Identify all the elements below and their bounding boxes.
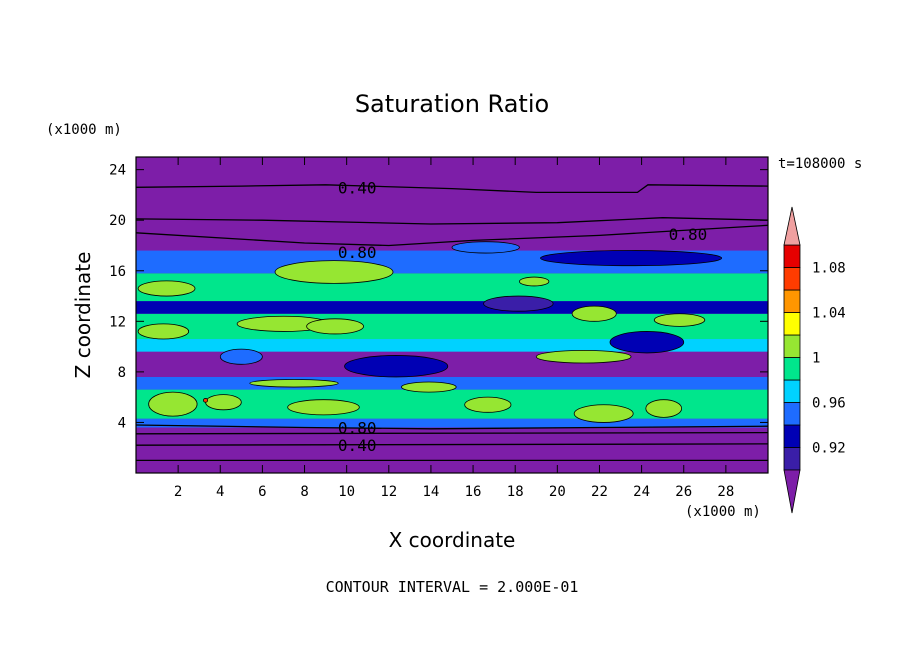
colorbar: 0.92 0.96 1 1.04 1.08 (783, 206, 846, 514)
contour-label-1: 0.80 (669, 225, 708, 244)
colorbar-box-5 (783, 334, 801, 358)
patch-7 (401, 381, 457, 393)
plot-frame (135, 156, 769, 474)
x-tick-label-10: 10 (338, 484, 355, 500)
colorbar-box-8 (783, 267, 801, 291)
x-tick-label-4: 4 (216, 484, 224, 500)
patch-3 (464, 396, 512, 413)
colorbar-box-7 (783, 289, 801, 313)
contour-line-3 (136, 424, 768, 430)
patch-6 (249, 379, 339, 388)
y-tick-label-24: 24 (109, 163, 126, 179)
contour-labels: 0.400.800.800.800.40 (338, 178, 707, 455)
patch-15 (519, 276, 550, 287)
contour-label-4: 0.40 (338, 436, 377, 455)
y-tick-label-16: 16 (109, 264, 126, 280)
patch-11 (571, 305, 617, 322)
x-axis-label: X coordinate (389, 528, 516, 552)
patch-22 (219, 348, 263, 365)
contour-line-1 (136, 224, 768, 247)
contour-interval-note: CONTOUR INTERVAL = 2.000E-01 (326, 578, 579, 596)
contour-label-3: 0.80 (338, 418, 377, 437)
patch-4 (573, 404, 634, 423)
band-10 (136, 157, 768, 251)
x-axis: 2 4 6 8 10 12 14 16 18 20 22 24 26 28 (174, 157, 734, 500)
contour-lines (136, 184, 768, 462)
chart-title: Saturation Ratio (355, 90, 549, 118)
colorbar-box-2 (783, 402, 801, 426)
patch-17 (344, 355, 449, 378)
x-tick-label-26: 26 (675, 484, 692, 500)
band-0 (136, 427, 768, 473)
colorbar-box-3 (783, 379, 801, 403)
time-label: t=108000 s (778, 156, 862, 172)
patch-10 (306, 318, 364, 335)
colorbar-over-triangle (783, 206, 801, 246)
y-tick-label-20: 20 (109, 213, 126, 229)
y-tick-label-12: 12 (109, 314, 126, 330)
x-tick-label-16: 16 (465, 484, 482, 500)
patch-23 (203, 398, 209, 403)
contour-line-2 (136, 217, 768, 225)
x-tick-label-18: 18 (507, 484, 524, 500)
patch-12 (653, 313, 706, 327)
x-tick-label-24: 24 (633, 484, 650, 500)
patch-5 (645, 399, 683, 418)
contour-line-4 (136, 431, 768, 435)
patch-8 (137, 323, 190, 340)
band-1 (136, 418, 768, 428)
y-axis-label: Z coordinate (71, 252, 95, 379)
patch-0 (148, 391, 198, 417)
colorbar-box-4 (783, 357, 801, 381)
patch-20 (540, 250, 723, 267)
colorbar-box-9 (783, 244, 801, 268)
colorbar-label-1: 0.96 (812, 396, 846, 412)
contour-line-5 (136, 443, 768, 446)
patch-1 (205, 394, 242, 411)
colorbar-label-2: 1 (812, 351, 820, 367)
x-tick-label-20: 20 (549, 484, 566, 500)
band-7 (136, 301, 768, 314)
contour-label-2: 0.80 (338, 243, 377, 262)
contour-fill (136, 157, 768, 473)
x-tick-label-2: 2 (174, 484, 182, 500)
colorbar-label-0: 0.92 (812, 441, 846, 457)
colorbar-label-3: 1.04 (812, 306, 846, 322)
patch-13 (137, 280, 196, 297)
colorbar-under-triangle (783, 469, 801, 514)
patch-18 (483, 295, 554, 312)
colorbar-box-6 (783, 312, 801, 336)
x-tick-label-6: 6 (258, 484, 266, 500)
x-tick-label-14: 14 (423, 484, 440, 500)
patch-21 (451, 241, 520, 254)
y-axis: 4 8 12 16 20 24 (109, 163, 768, 431)
x-tick-label-28: 28 (717, 484, 734, 500)
contour-line-0 (136, 184, 768, 194)
patch-19 (609, 331, 685, 354)
colorbar-label-4: 1.08 (812, 261, 846, 277)
y-unit-label: (x1000 m) (46, 122, 122, 138)
x-tick-label-8: 8 (300, 484, 308, 500)
x-unit-label: (x1000 m) (685, 504, 761, 520)
colorbar-box-1 (783, 424, 801, 448)
y-tick-label-8: 8 (118, 365, 126, 381)
patch-16 (535, 349, 632, 364)
colorbar-box-0 (783, 447, 801, 471)
y-tick-label-4: 4 (118, 415, 126, 431)
x-tick-label-12: 12 (380, 484, 397, 500)
x-tick-label-22: 22 (591, 484, 608, 500)
patch-2 (287, 399, 360, 416)
patch-14 (274, 260, 394, 284)
contour-label-0: 0.40 (338, 178, 377, 197)
band-8 (136, 273, 768, 302)
